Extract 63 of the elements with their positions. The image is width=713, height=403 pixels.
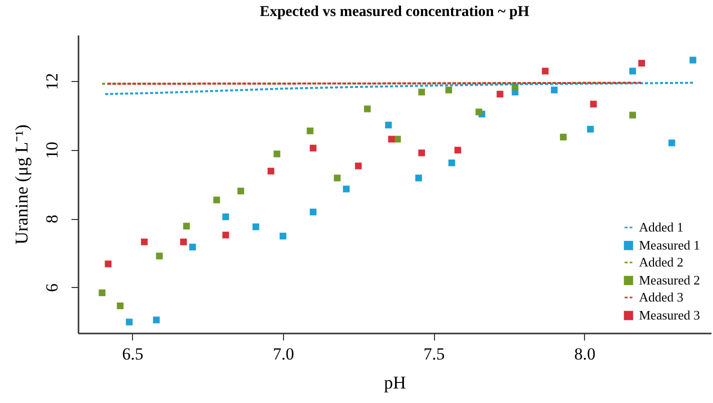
line-series	[104, 82, 694, 96]
point	[445, 86, 452, 94]
y-tick-label: 6	[42, 284, 62, 292]
point	[334, 174, 341, 182]
point	[104, 260, 112, 268]
point	[354, 162, 362, 170]
point	[237, 188, 244, 194]
point	[629, 112, 636, 118]
point	[183, 222, 190, 230]
x-tick-label: 8.0	[574, 344, 596, 364]
point	[448, 160, 456, 166]
point	[385, 122, 392, 128]
point	[252, 223, 260, 230]
point	[310, 208, 316, 216]
point	[560, 134, 567, 140]
point	[542, 68, 549, 74]
x-tick-label: 7.0	[272, 344, 294, 364]
point	[342, 186, 350, 192]
point	[415, 174, 422, 182]
point	[156, 252, 163, 260]
point	[418, 88, 425, 96]
point	[418, 150, 425, 156]
point	[213, 196, 220, 204]
point	[306, 128, 314, 134]
point	[222, 232, 230, 238]
point	[690, 56, 696, 64]
legend-label: Added 2	[639, 254, 684, 270]
point	[638, 60, 646, 67]
legend-label: Measured 1	[639, 238, 700, 252]
y-axis-title: Uranine (μg L⁻¹)	[12, 124, 32, 245]
point	[116, 302, 124, 310]
point	[496, 90, 504, 98]
point	[222, 213, 230, 220]
point	[268, 168, 274, 174]
chart-title: Expected vs measured concentration ~ pH	[260, 4, 530, 20]
x-axis-title: pH	[384, 372, 406, 392]
point	[274, 150, 280, 158]
point	[476, 108, 482, 116]
point	[153, 316, 160, 324]
point	[587, 126, 594, 133]
legend-label: Added 3	[639, 290, 684, 304]
point	[668, 140, 676, 146]
point	[189, 244, 196, 250]
point	[550, 86, 558, 94]
y-tick-label: 8	[42, 214, 62, 224]
legend-label: Added 1	[639, 220, 684, 234]
point	[388, 136, 395, 142]
point	[454, 146, 462, 154]
point	[590, 100, 597, 108]
point	[280, 232, 286, 240]
y-tick-label: 10	[42, 142, 62, 159]
point	[310, 144, 316, 152]
legend-label: Measured 2	[639, 272, 700, 288]
point	[140, 238, 148, 246]
legend-label: Measured 3	[639, 308, 700, 322]
point	[98, 289, 106, 296]
y-tick-label: 12	[42, 73, 62, 90]
point	[180, 238, 187, 246]
x-tick-label: 6.5	[122, 344, 144, 364]
point	[629, 68, 636, 74]
point	[126, 318, 133, 326]
point	[364, 106, 371, 112]
x-tick-label: 7.5	[424, 344, 445, 364]
